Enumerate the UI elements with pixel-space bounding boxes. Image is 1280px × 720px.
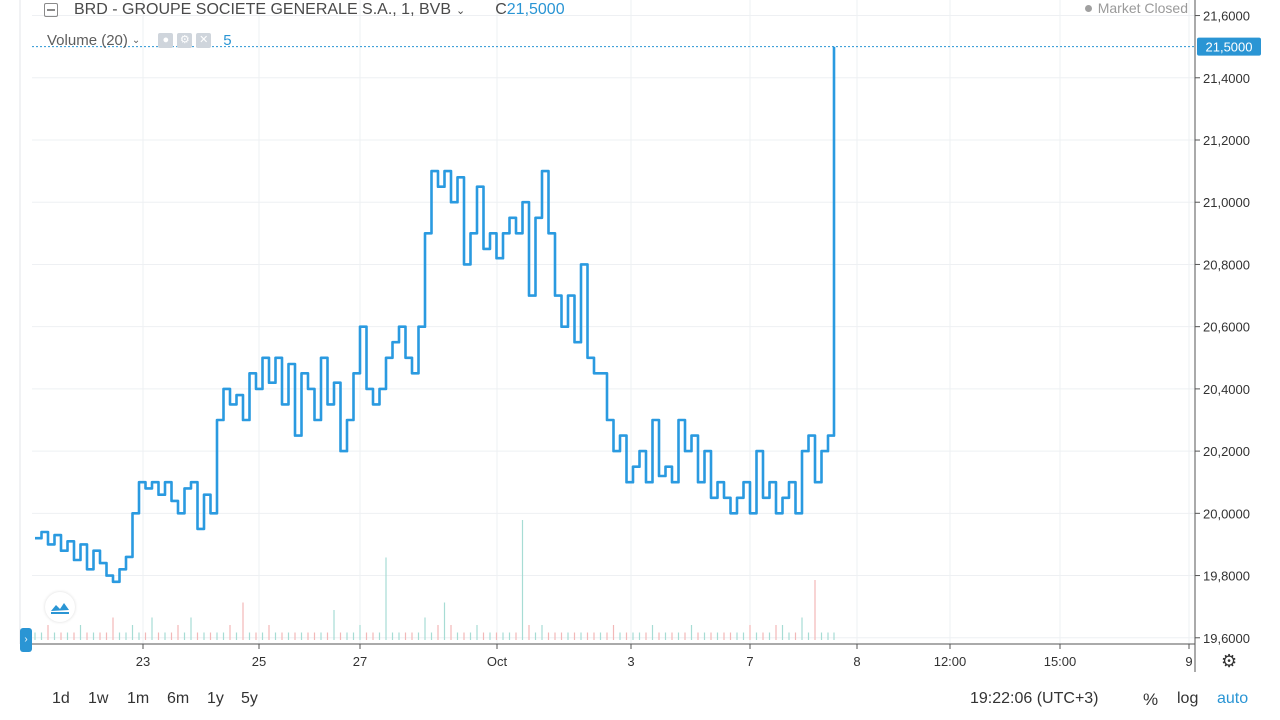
- y-tick-label: 20,4000: [1203, 382, 1250, 397]
- logo-icon: [51, 603, 69, 614]
- x-tick-label: 9: [1185, 654, 1192, 669]
- y-tick-label: 19,6000: [1203, 631, 1250, 646]
- tradingview-logo[interactable]: [45, 592, 75, 622]
- x-tick-label: 7: [746, 654, 753, 669]
- x-tick-label: 25: [252, 654, 266, 669]
- remove-icon[interactable]: ✕: [196, 32, 212, 48]
- clock[interactable]: 19:22:06 (UTC+3): [970, 690, 1099, 707]
- x-tick-label: 3: [627, 654, 634, 669]
- y-tick-label: 21,0000: [1203, 195, 1250, 210]
- timeframe-1m[interactable]: 1m: [127, 690, 150, 707]
- percent-toggle[interactable]: %: [1143, 690, 1159, 709]
- y-tick-label: 20,8000: [1203, 257, 1250, 272]
- x-tick-label: 23: [136, 654, 150, 669]
- collapse-icon[interactable]: [44, 3, 58, 17]
- price-series-line: [35, 46, 836, 584]
- y-tick-label: 21,4000: [1203, 71, 1250, 86]
- symbol-legend[interactable]: BRD - GROUPE SOCIETE GENERALE S.A., 1, B…: [44, 0, 565, 20]
- market-status: Market Closed: [1084, 0, 1188, 16]
- y-tick-label: 19,8000: [1203, 569, 1250, 584]
- close-value: 21,5000: [506, 1, 565, 18]
- y-tick-label: 20,0000: [1203, 506, 1250, 521]
- current-price-label: 21,5000: [1206, 40, 1253, 55]
- volume-legend[interactable]: Volume (20) ⌄ ● ⚙ ✕ 5: [47, 30, 232, 50]
- visibility-icon[interactable]: ●: [158, 32, 174, 48]
- x-tick-label: 12:00: [934, 654, 967, 669]
- y-tick-label: 21,2000: [1203, 133, 1250, 148]
- x-tick-label: 8: [853, 654, 860, 669]
- auto-toggle[interactable]: auto: [1217, 690, 1249, 707]
- timeframe-6m[interactable]: 6m: [167, 690, 190, 707]
- expand-toolbar-button[interactable]: ›: [20, 628, 32, 652]
- timeframe-1y[interactable]: 1y: [207, 690, 224, 707]
- gear-icon[interactable]: ⚙: [1221, 651, 1238, 671]
- volume-value: 5: [223, 31, 232, 49]
- market-status-text: Market Closed: [1097, 0, 1188, 16]
- chevron-down-icon[interactable]: ⌄: [131, 34, 141, 46]
- close-prefix: C: [495, 1, 507, 18]
- bottom-toolbar: 1d 1w 1m 6m 1y 5y 19:22:06 (UTC+3) % log…: [0, 682, 1280, 720]
- settings-icon[interactable]: ⚙: [177, 32, 193, 48]
- x-tick-label: Oct: [487, 654, 508, 669]
- timeframe-1d[interactable]: 1d: [52, 690, 70, 707]
- volume-label[interactable]: Volume (20): [47, 31, 128, 49]
- status-dot-icon: [1084, 5, 1092, 12]
- timeframe-5y[interactable]: 5y: [241, 690, 258, 707]
- log-toggle[interactable]: log: [1177, 690, 1199, 707]
- symbol-title[interactable]: BRD - GROUPE SOCIETE GENERALE S.A., 1, B…: [74, 1, 451, 18]
- current-price-tag: [1197, 37, 1261, 56]
- x-tick-label: 15:00: [1044, 654, 1077, 669]
- timeframe-1w[interactable]: 1w: [88, 690, 109, 707]
- y-tick-label: 20,2000: [1203, 444, 1250, 459]
- y-tick-label: 20,6000: [1203, 320, 1250, 335]
- y-tick-label: 21,6000: [1203, 9, 1250, 24]
- x-tick-label: 27: [353, 654, 367, 669]
- chevron-down-icon[interactable]: ⌄: [455, 4, 466, 17]
